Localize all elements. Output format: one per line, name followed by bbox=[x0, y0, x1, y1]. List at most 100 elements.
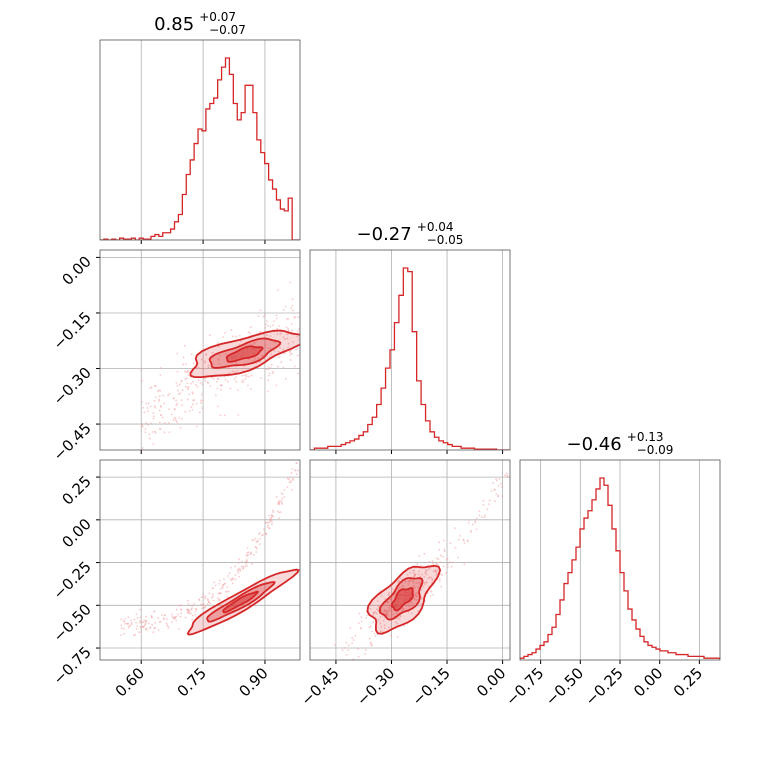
panel-e-sample-260 bbox=[407, 583, 410, 585]
panel-b-sample-214 bbox=[289, 350, 291, 353]
panel-d-sample-248 bbox=[245, 562, 247, 565]
panel-d-sample-148 bbox=[258, 531, 261, 534]
panel-d-sample-228 bbox=[212, 593, 214, 596]
panel-e-sample-323 bbox=[407, 579, 410, 582]
panel-d-sample-209 bbox=[203, 607, 206, 609]
panel-e-sample-149 bbox=[396, 636, 399, 638]
panel-e-sample-93 bbox=[357, 622, 360, 624]
panel-b-sample-26 bbox=[247, 384, 249, 387]
panel-d-sample-74 bbox=[301, 450, 303, 452]
panel-e-sample-278 bbox=[354, 635, 357, 637]
panel-b-sample-133 bbox=[291, 329, 293, 332]
panel-e-sample-135 bbox=[410, 579, 413, 582]
panel-b-sample-158 bbox=[236, 389, 239, 392]
panel-d-sample-193 bbox=[145, 627, 148, 630]
panel-e-sample-327 bbox=[428, 576, 431, 579]
panel-e-sample-382 bbox=[495, 478, 497, 481]
panel-b-sample-139 bbox=[145, 402, 148, 405]
panel-d-sample-154 bbox=[177, 613, 179, 616]
panel-b-sample-169 bbox=[297, 316, 300, 319]
panel-d-xlabel-1: 0.75 bbox=[174, 664, 210, 700]
panel-d-sample-122 bbox=[292, 479, 295, 481]
panel-d-sample-286 bbox=[218, 598, 221, 601]
panel-e-sample-99 bbox=[377, 619, 380, 621]
panel-b-sample-105 bbox=[141, 379, 143, 382]
panel-b-sample-297 bbox=[277, 289, 279, 292]
panel-b-sample-338 bbox=[157, 389, 160, 392]
panel-d-contours bbox=[186, 568, 300, 636]
panel-d-sample-221 bbox=[275, 496, 278, 498]
panel-d-sample-173 bbox=[230, 579, 233, 582]
title-param-2-minus: −0.05 bbox=[427, 233, 464, 247]
panel-b-sample-279 bbox=[147, 423, 150, 426]
panel-d-sample-270 bbox=[180, 612, 183, 615]
panel-d-sample-279 bbox=[224, 582, 227, 585]
panel-e-sample-57 bbox=[419, 575, 422, 578]
panel-b-sample-104 bbox=[277, 350, 280, 353]
panel-d-sample-142 bbox=[226, 595, 229, 598]
panel-d-sample-199 bbox=[208, 592, 211, 595]
panel-d-sample-177 bbox=[278, 517, 280, 520]
panel-b-sample-296 bbox=[152, 412, 155, 415]
panel-e-sample-384 bbox=[499, 482, 502, 485]
panel-d-sample-65 bbox=[171, 613, 174, 616]
panel-b-sample-217 bbox=[191, 403, 194, 406]
panel-b-sample-272 bbox=[163, 431, 166, 434]
panel-d-sample-90 bbox=[300, 455, 302, 457]
panel-e-sample-318 bbox=[438, 548, 441, 551]
panel-b-sample-288 bbox=[146, 407, 149, 409]
panel-b-sample-303 bbox=[184, 370, 186, 373]
panel-e-sample-199 bbox=[409, 601, 412, 604]
panel-e-sample-397 bbox=[500, 485, 503, 488]
panel-b-sample-211 bbox=[233, 378, 236, 381]
panel-e-sample-212 bbox=[413, 598, 416, 600]
panel-d-sample-179 bbox=[190, 607, 193, 610]
panel-e-sample-350 bbox=[395, 612, 398, 614]
panel-b-sample-273 bbox=[147, 402, 150, 405]
panel-d-sample-213 bbox=[226, 586, 229, 589]
panel-e-sample-331 bbox=[349, 626, 352, 629]
panel-e-sample-312 bbox=[351, 637, 354, 639]
panel-d-sample-190 bbox=[290, 479, 292, 482]
panel-d-sample-27 bbox=[286, 486, 289, 489]
panel-e-sample-49 bbox=[360, 616, 363, 619]
panel-e-sample-121 bbox=[380, 625, 383, 628]
panel-b-sample-86 bbox=[273, 341, 276, 344]
panel-b-sample-130 bbox=[190, 406, 193, 409]
panel-e-sample-239 bbox=[412, 579, 415, 582]
panel-b-sample-159 bbox=[145, 422, 148, 425]
panel-b-sample-228 bbox=[176, 352, 179, 355]
panel-b-sample-179 bbox=[270, 363, 273, 366]
panel-e-sample-338 bbox=[416, 595, 418, 598]
panel-e-sample-48 bbox=[396, 622, 399, 625]
panel-e-sample-117 bbox=[412, 572, 415, 574]
panel-d-sample-220 bbox=[234, 565, 236, 568]
panel-e-sample-25 bbox=[377, 604, 379, 607]
panel-d-sample-198 bbox=[186, 599, 189, 602]
panel-e-sample-373 bbox=[497, 484, 500, 487]
panel-d-sample-237 bbox=[138, 631, 141, 634]
panel-b-sample-348 bbox=[201, 368, 204, 370]
panel-e-sample-370 bbox=[505, 472, 508, 475]
panel-e-sample-351 bbox=[388, 626, 390, 629]
panel-b-sample-111 bbox=[214, 394, 217, 397]
panel-b-sample-331 bbox=[152, 417, 155, 420]
panel-e-sample-250 bbox=[432, 593, 434, 596]
panel-b-sample-135 bbox=[266, 320, 269, 323]
panel-d-sample-72 bbox=[139, 626, 142, 628]
panel-b-sample-70 bbox=[282, 309, 285, 311]
panel-d-sample-265 bbox=[218, 582, 220, 585]
panel-d-sample-99 bbox=[212, 595, 214, 598]
panel-e-sample-86 bbox=[450, 565, 453, 568]
panel-e-sample-341 bbox=[414, 573, 417, 576]
panel-b-sample-18 bbox=[201, 399, 204, 402]
panel-d-sample-11 bbox=[228, 572, 231, 575]
panel-d-sample-85 bbox=[202, 595, 205, 598]
panel-b-sample-149 bbox=[275, 314, 278, 317]
panel-d-sample-243 bbox=[257, 539, 259, 542]
panel-a-histogram bbox=[100, 57, 300, 240]
panel-d-sample-229 bbox=[128, 624, 131, 627]
panel-d-sample-287 bbox=[160, 614, 163, 617]
panel-d-sample-298 bbox=[252, 539, 255, 542]
panel-e-sample-326 bbox=[390, 610, 393, 613]
